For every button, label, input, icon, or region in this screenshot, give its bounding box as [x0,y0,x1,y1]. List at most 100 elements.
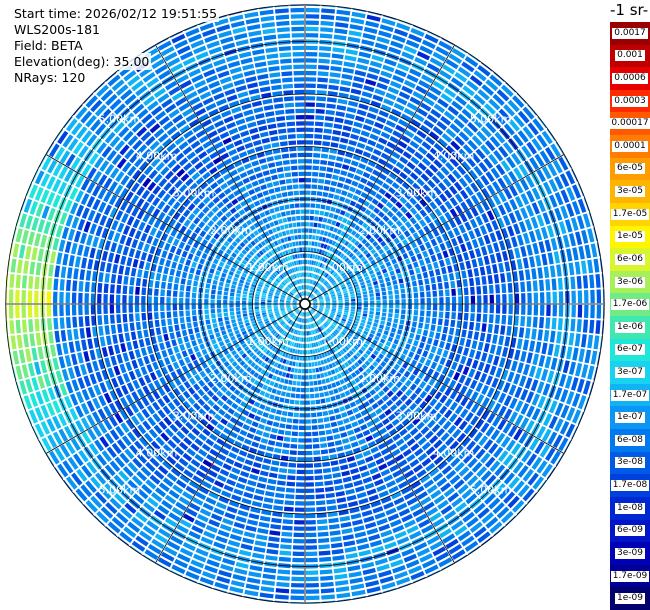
ray-gate-cell [416,328,423,335]
ray-gate-cell [336,292,342,296]
ray-gate-cell [522,488,535,502]
ray-gate-cell [412,417,421,426]
ray-gate-cell [326,357,331,363]
ray-gate-cell [379,24,394,33]
ray-gate-cell [239,429,248,437]
ray-gate-cell [238,392,246,399]
ray-gate-cell [178,457,189,467]
ray-gate-cell [204,314,210,320]
ray-gate-cell [424,430,434,440]
ray-gate-cell [458,466,470,477]
ray-gate-cell [465,388,474,398]
ray-gate-cell [311,296,316,300]
ray-gate-cell [504,336,511,347]
ray-gate-cell [342,288,347,292]
ray-gate-cell [306,324,308,330]
ray-gate-cell [396,63,410,72]
ray-gate-cell [47,277,53,290]
ray-gate-cell [46,453,55,467]
ray-gate-cell [395,268,401,274]
ray-gate-cell [240,327,246,332]
ray-gate-cell [104,483,116,495]
ray-gate-cell [223,240,230,247]
ray-gate-cell [236,420,244,428]
ray-gate-cell [242,300,247,304]
ray-gate-cell [319,302,324,304]
ray-gate-cell [364,209,372,216]
ray-gate-cell [183,335,190,343]
ray-gate-cell [491,220,499,231]
ray-gate-cell [195,491,207,501]
ray-gate-cell [410,571,425,581]
ray-gate-cell [393,363,400,371]
ray-gate-cell [453,181,463,192]
ray-gate-cell [267,309,273,312]
ray-gate-cell [106,446,117,459]
ray-gate-cell [305,387,310,393]
ray-gate-cell [294,520,305,525]
ray-gate-cell [334,286,340,291]
ray-gate-cell [402,448,412,457]
ray-gate-cell [136,186,145,196]
ray-gate-cell [413,135,423,144]
ray-gate-cell [370,100,382,108]
ray-gate-cell [310,294,314,298]
ray-gate-cell [203,375,211,383]
ray-gate-cell [512,499,525,513]
ray-gate-cell [451,288,456,296]
ray-gate-cell [497,419,507,431]
ray-gate-cell [421,558,436,569]
ray-gate-cell [269,380,275,387]
ray-gate-cell [270,407,277,414]
ray-gate-cell [23,334,30,348]
ray-gate-cell [337,358,343,364]
ray-gate-cell [366,282,372,287]
ray-gate-cell [262,573,276,580]
ray-gate-cell [171,339,178,347]
ray-gate-cell [243,256,250,262]
ray-gate-cell [273,304,278,306]
ray-gate-cell [361,91,373,99]
ray-gate-cell [316,275,320,280]
ray-gate-cell [405,356,412,364]
ray-gate-cell [34,423,45,438]
ray-gate-cell [310,279,313,285]
ray-gate-cell [212,224,219,232]
ray-gate-cell [296,317,299,322]
ray-gate-cell [119,531,133,544]
ray-gate-cell [501,369,509,381]
ray-gate-cell [187,362,194,370]
ray-gate-cell [309,349,313,355]
ray-gate-cell [399,375,407,383]
ray-gate-cell [99,261,106,272]
ray-gate-cell [219,277,226,283]
ray-gate-cell [350,311,355,315]
ray-gate-cell [277,342,282,348]
ray-gate-cell [372,431,381,439]
ray-gate-cell [136,400,145,410]
ray-gate-cell [206,242,214,250]
ray-gate-cell [420,496,432,506]
ray-gate-cell [313,305,318,308]
ray-gate-cell [319,305,324,307]
ray-gate-cell [90,293,96,304]
ray-gate-cell [64,354,72,367]
ray-gate-cell [334,274,340,279]
ray-gate-cell [425,152,436,162]
ray-gate-cell [400,288,406,294]
ray-gate-cell [242,363,249,370]
ray-gate-cell [185,259,192,266]
ray-gate-cell [21,275,28,289]
ray-gate-cell [273,300,278,303]
ray-gate-cell [267,542,280,549]
ray-gate-cell [330,542,343,549]
ray-gate-cell [10,258,17,273]
ray-gate-cell [305,64,317,70]
ray-gate-cell [160,304,165,312]
ray-gate-cell [349,387,356,394]
ray-gate-cell [162,460,173,471]
ray-gate-cell [440,504,453,515]
ray-gate-cell [188,213,196,221]
ray-gate-cell [236,293,241,297]
ray-gate-cell [142,213,151,223]
